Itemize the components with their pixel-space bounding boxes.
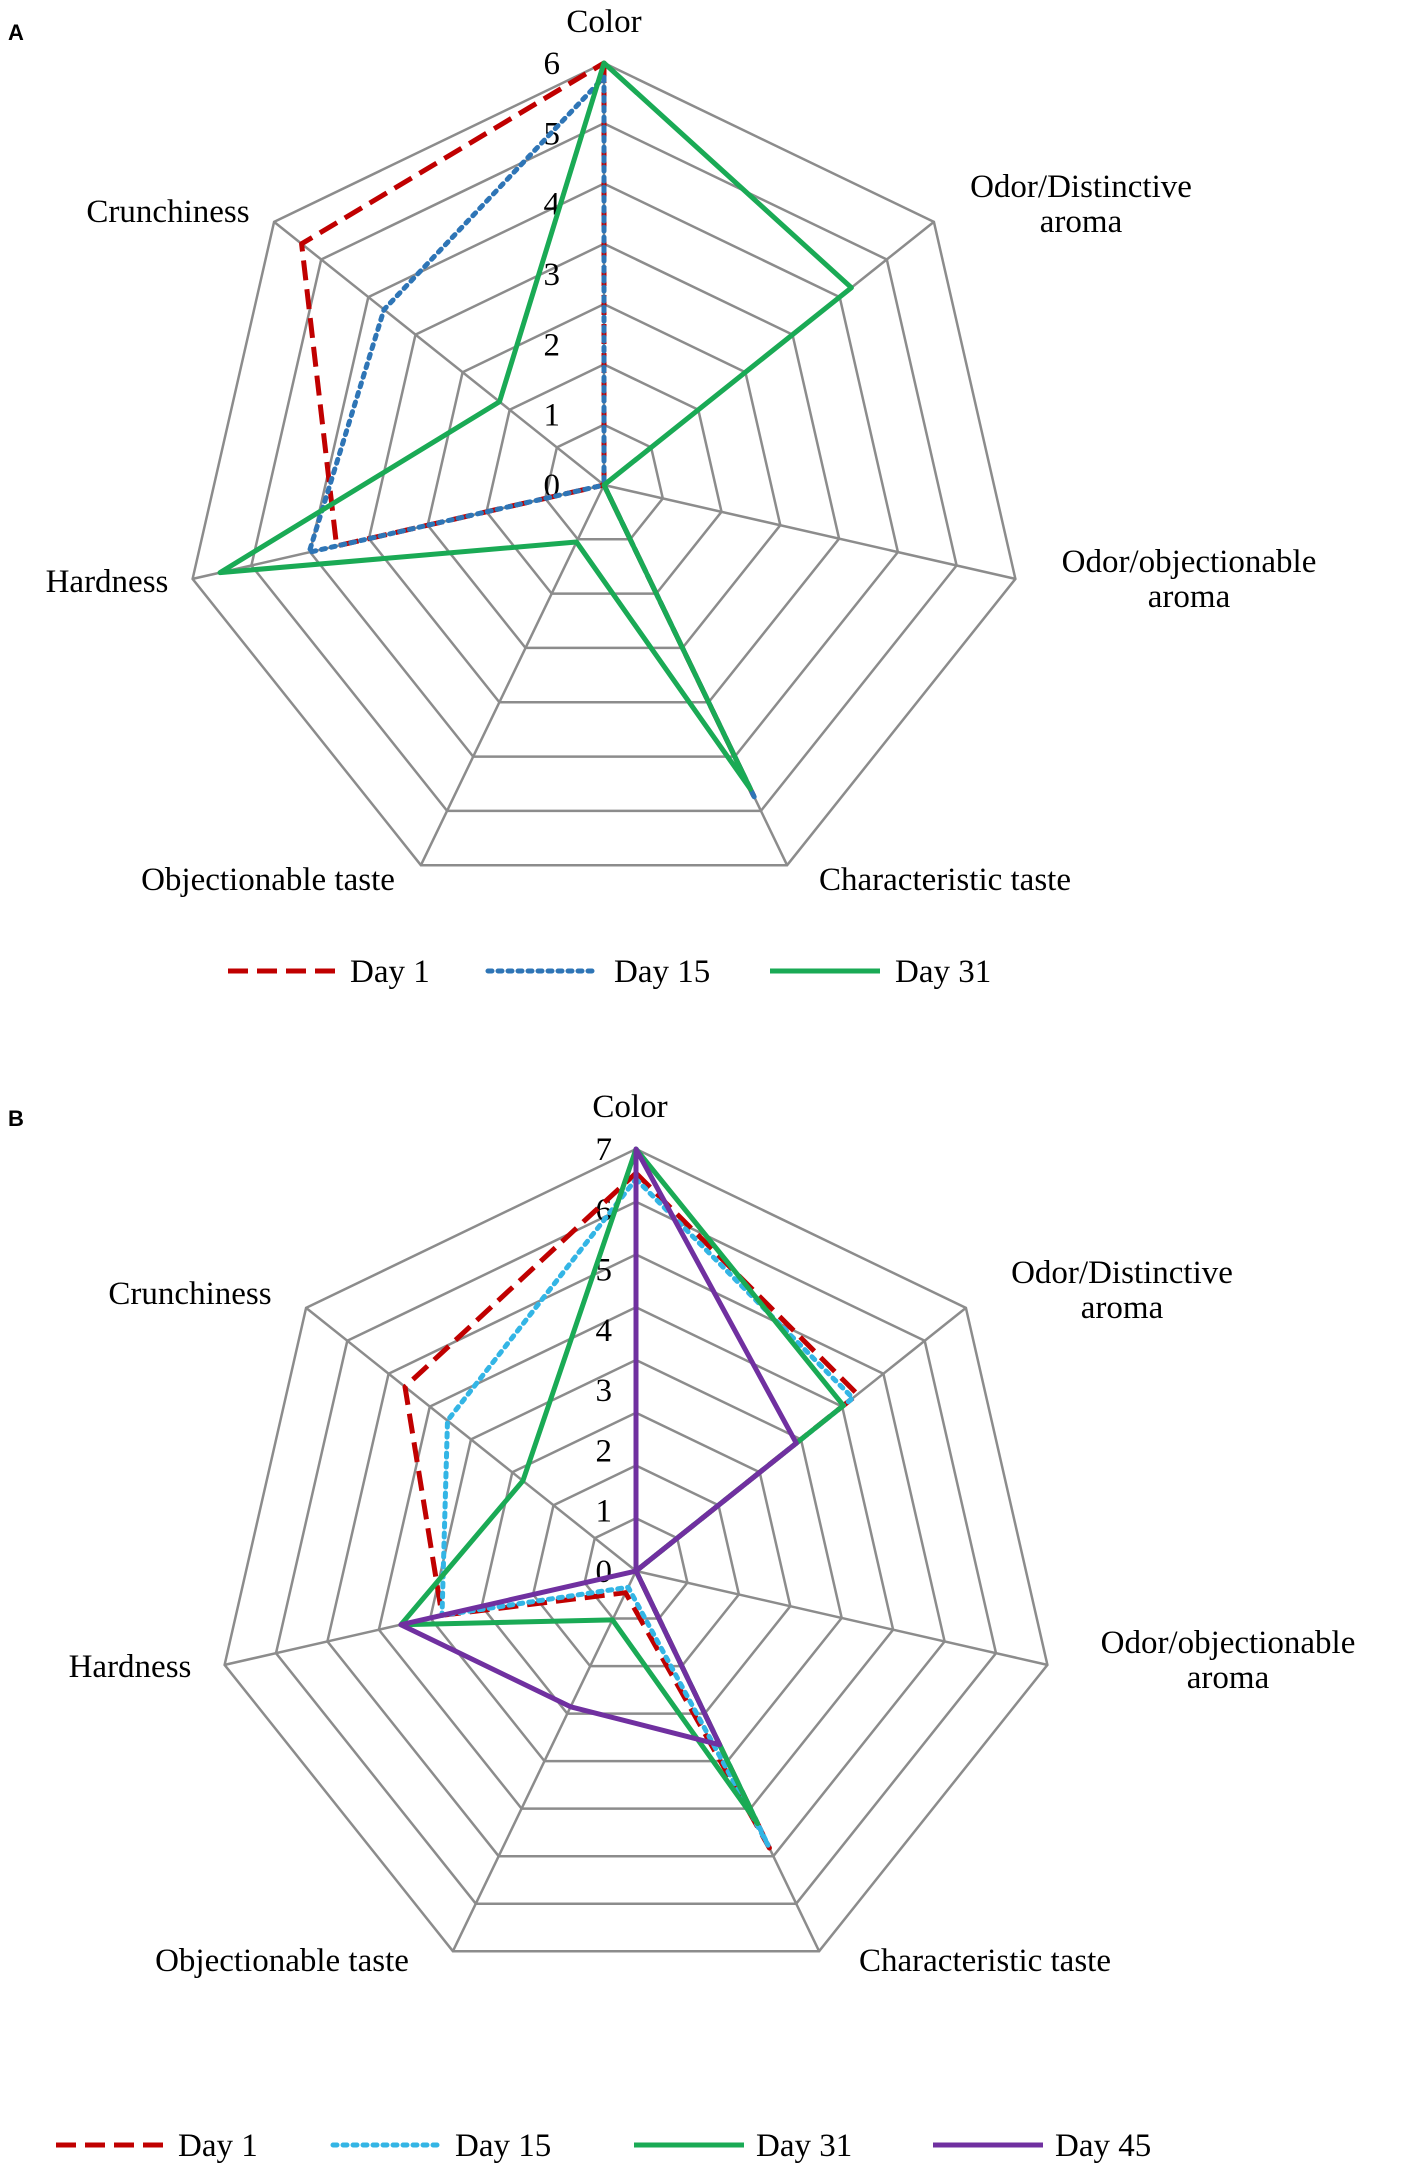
axis-label: Characteristic taste <box>819 862 1071 898</box>
panel-letter: A <box>8 20 24 45</box>
tick-label: 2 <box>596 1433 613 1469</box>
legend-item: Day 1 <box>56 2128 258 2164</box>
axis-label: Color <box>566 4 641 40</box>
grid-ring <box>531 1464 741 1668</box>
legend-item: Day 31 <box>770 954 991 990</box>
legend: Day 1 Day 15 Day 31 Day 45 <box>56 2128 1151 2164</box>
legend: Day 1 Day 15 Day 31 <box>228 954 991 990</box>
axis-label: Color <box>592 1089 667 1125</box>
axis-label: Hardness <box>69 1649 192 1685</box>
legend-label: Day 1 <box>350 954 430 990</box>
legend-item: Day 1 <box>228 954 430 990</box>
grid-ring <box>274 1200 998 1905</box>
grid-rings <box>223 1147 1049 1953</box>
series-day-31 <box>217 60 854 792</box>
tick-label: 3 <box>544 257 561 293</box>
axis-labels: Color Odor/Distinctive aroma Odor/objection… <box>46 4 1317 898</box>
legend-label: Day 15 <box>614 954 710 990</box>
grid-rings <box>191 61 1017 867</box>
tick-label: 1 <box>596 1494 613 1530</box>
grid-ring <box>485 363 723 595</box>
axis-spoke <box>603 483 1016 581</box>
grid-ring <box>308 182 900 758</box>
legend-label: Day 15 <box>455 2128 551 2164</box>
series-day-15 <box>306 74 758 802</box>
grid-ring <box>377 1305 895 1810</box>
axis-label: Odor/Distinctive aroma <box>970 169 1192 240</box>
legend-item: Day 15 <box>330 2128 551 2164</box>
axis-label: Crunchiness <box>86 194 249 230</box>
grid-ring <box>191 61 1017 867</box>
axis-label: Hardness <box>46 564 169 600</box>
legend-item: Day 15 <box>485 954 710 990</box>
axis-spoke <box>419 484 606 866</box>
panel-letter: B <box>8 1106 24 1131</box>
series-group <box>217 60 854 802</box>
grid-ring <box>426 302 782 650</box>
tick-label: 2 <box>544 327 561 363</box>
axis-label: Odor/objectionable aroma <box>1062 544 1317 615</box>
grid-ring <box>367 242 841 704</box>
axis-labels: Color Odor/Distinctive aroma Odor/objection… <box>69 1089 1356 1979</box>
tick-label: 4 <box>596 1313 613 1349</box>
grid-ring <box>428 1358 844 1763</box>
legend-label: Day 45 <box>1055 2128 1151 2164</box>
axis-label: Crunchiness <box>108 1276 271 1312</box>
grid-ring <box>543 423 665 541</box>
series-day-45 <box>398 1146 799 1748</box>
tick-label: 0 <box>596 1554 613 1590</box>
axis-spoke <box>635 1569 1048 1667</box>
grid-ring <box>250 121 958 813</box>
grid-ring <box>223 1147 1049 1953</box>
axis-label: Objectionable taste <box>155 1943 409 1979</box>
tick-label: 7 <box>596 1132 613 1168</box>
grid-ring <box>326 1253 946 1858</box>
series-day-1 <box>299 60 756 798</box>
axis-spoke <box>305 1306 637 1572</box>
grid-ring <box>480 1411 792 1715</box>
legend-label: Day 1 <box>178 2128 258 2164</box>
tick-label: 3 <box>596 1373 613 1409</box>
tick-label: 6 <box>544 46 561 82</box>
legend-item: Day 31 <box>634 2128 852 2164</box>
axis-spoke <box>273 220 605 486</box>
series-day-31 <box>398 1146 846 1827</box>
grid-ring <box>583 1516 689 1620</box>
axis-label: Odor/objectionable aroma <box>1101 1625 1356 1696</box>
axis-label: Odor/Distinctive aroma <box>1011 1255 1233 1326</box>
series-group <box>398 1146 860 1851</box>
legend-label: Day 31 <box>895 954 991 990</box>
legend-label: Day 31 <box>756 2128 852 2164</box>
legend-item: Day 45 <box>933 2128 1151 2164</box>
axis-label: Objectionable taste <box>141 862 395 898</box>
axis-spoke <box>451 1570 638 1952</box>
axis-label: Characteristic taste <box>859 1943 1111 1979</box>
tick-label: 1 <box>544 398 561 434</box>
